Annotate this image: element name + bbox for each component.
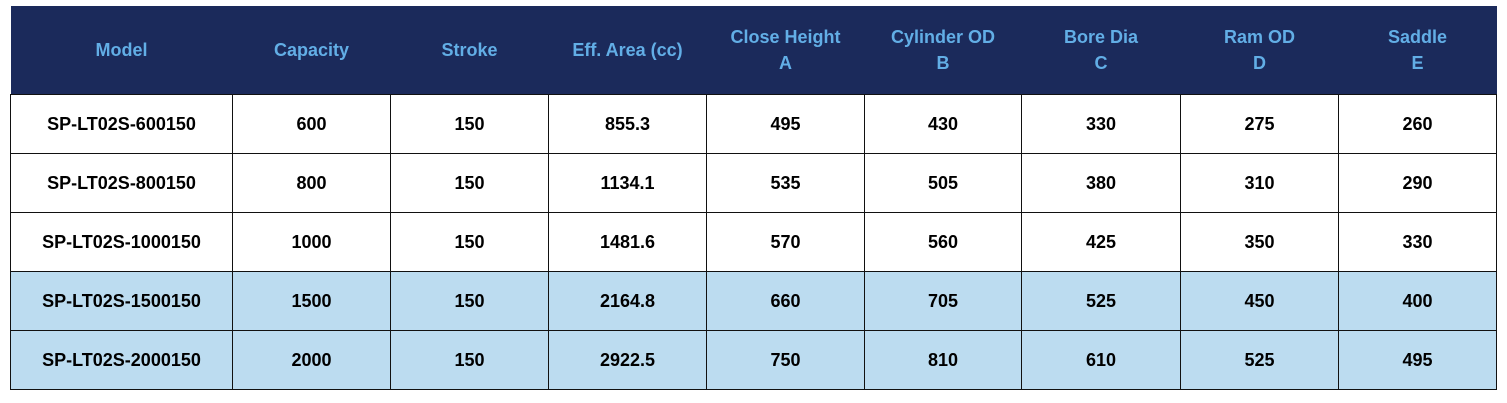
table-cell: 330 [1021, 94, 1181, 154]
header-text: Bore Dia [1063, 27, 1139, 47]
table-row: SP-LT02S-600150 600 150 855.3 495 430 330 275 26… [10, 94, 1497, 154]
table-cell: 1481.6 [548, 212, 707, 272]
header-text: C [1094, 53, 1108, 73]
table-cell: 350 [1180, 212, 1339, 272]
table-cell: 290 [1338, 153, 1497, 213]
header-cell: Eff. Area (cc) [548, 6, 707, 95]
table-header: Model Capacity Stroke Eff. Area (cc) Close H… [10, 6, 1497, 95]
table-cell: 750 [706, 330, 865, 390]
table-cell: 150 [390, 153, 549, 213]
table-cell: 495 [1338, 330, 1497, 390]
table-cell: SP-LT02S-600150 [10, 94, 233, 154]
table-row: SP-LT02S-1500150 1500 150 2164.8 660 705 525 45… [10, 271, 1497, 331]
header-cell: Bore Dia C [1021, 6, 1181, 95]
table-cell: SP-LT02S-800150 [10, 153, 233, 213]
header-text: Capacity [273, 40, 350, 60]
table-cell: 275 [1180, 94, 1339, 154]
table-cell: 660 [706, 271, 865, 331]
table-cell: 505 [864, 153, 1022, 213]
table-cell: 2922.5 [548, 330, 707, 390]
table-cell: 2164.8 [548, 271, 707, 331]
table-cell: 570 [706, 212, 865, 272]
table-cell: 705 [864, 271, 1022, 331]
header-text: Model [95, 40, 148, 60]
header-text: Cylinder OD [890, 27, 996, 47]
table-cell: 810 [864, 330, 1022, 390]
table-cell: SP-LT02S-1000150 [10, 212, 233, 272]
table-cell: 1134.1 [548, 153, 707, 213]
header-cell: Close Height A [706, 6, 865, 95]
header-text: B [936, 53, 950, 73]
table-row: SP-LT02S-800150 800 150 1134.1 535 505 380 310 2… [10, 153, 1497, 213]
header-cell: Ram OD D [1180, 6, 1339, 95]
table-cell: 800 [232, 153, 391, 213]
table-cell: SP-LT02S-2000150 [10, 330, 233, 390]
table-cell: 150 [390, 212, 549, 272]
header-row: Model Capacity Stroke Eff. Area (cc) Close H… [10, 6, 1497, 95]
header-cell: Saddle E [1338, 6, 1497, 95]
table-cell: 380 [1021, 153, 1181, 213]
table-cell: 430 [864, 94, 1022, 154]
table-cell: 400 [1338, 271, 1497, 331]
table-cell: 450 [1180, 271, 1339, 331]
table-cell: 150 [390, 94, 549, 154]
table-cell: 330 [1338, 212, 1497, 272]
header-text: Close Height [730, 27, 841, 47]
table-cell: 2000 [232, 330, 391, 390]
table-cell: 1000 [232, 212, 391, 272]
table-cell: 310 [1180, 153, 1339, 213]
table-cell: 495 [706, 94, 865, 154]
table-cell: 535 [706, 153, 865, 213]
table-cell: 260 [1338, 94, 1497, 154]
table-row: SP-LT02S-1000150 1000 150 1481.6 570 560 425 35… [10, 212, 1497, 272]
header-text: E [1411, 53, 1424, 73]
table-row: SP-LT02S-2000150 2000 150 2922.5 750 810 610 52… [10, 330, 1497, 390]
spec-table: Model Capacity Stroke Eff. Area (cc) Close H… [10, 6, 1497, 390]
table-cell: SP-LT02S-1500150 [10, 271, 233, 331]
table-cell: 610 [1021, 330, 1181, 390]
table-cell: 525 [1180, 330, 1339, 390]
table-body: SP-LT02S-600150 600 150 855.3 495 430 330 275 26… [10, 94, 1497, 390]
header-text: Eff. Area (cc) [572, 40, 683, 60]
table-cell: 855.3 [548, 94, 707, 154]
header-cell: Cylinder OD B [864, 6, 1022, 95]
header-cell: Model [10, 6, 233, 95]
header-text: Stroke [441, 40, 498, 60]
table-cell: 425 [1021, 212, 1181, 272]
table-cell: 150 [390, 271, 549, 331]
table-cell: 600 [232, 94, 391, 154]
header-cell: Capacity [232, 6, 391, 95]
header-text: D [1253, 53, 1266, 73]
header-text: Saddle [1387, 27, 1448, 47]
table-cell: 525 [1021, 271, 1181, 331]
header-text: Ram OD [1223, 27, 1295, 47]
table-cell: 1500 [232, 271, 391, 331]
table-cell: 560 [864, 212, 1022, 272]
table-cell: 150 [390, 330, 549, 390]
header-text: A [779, 53, 792, 73]
header-cell: Stroke [390, 6, 549, 95]
